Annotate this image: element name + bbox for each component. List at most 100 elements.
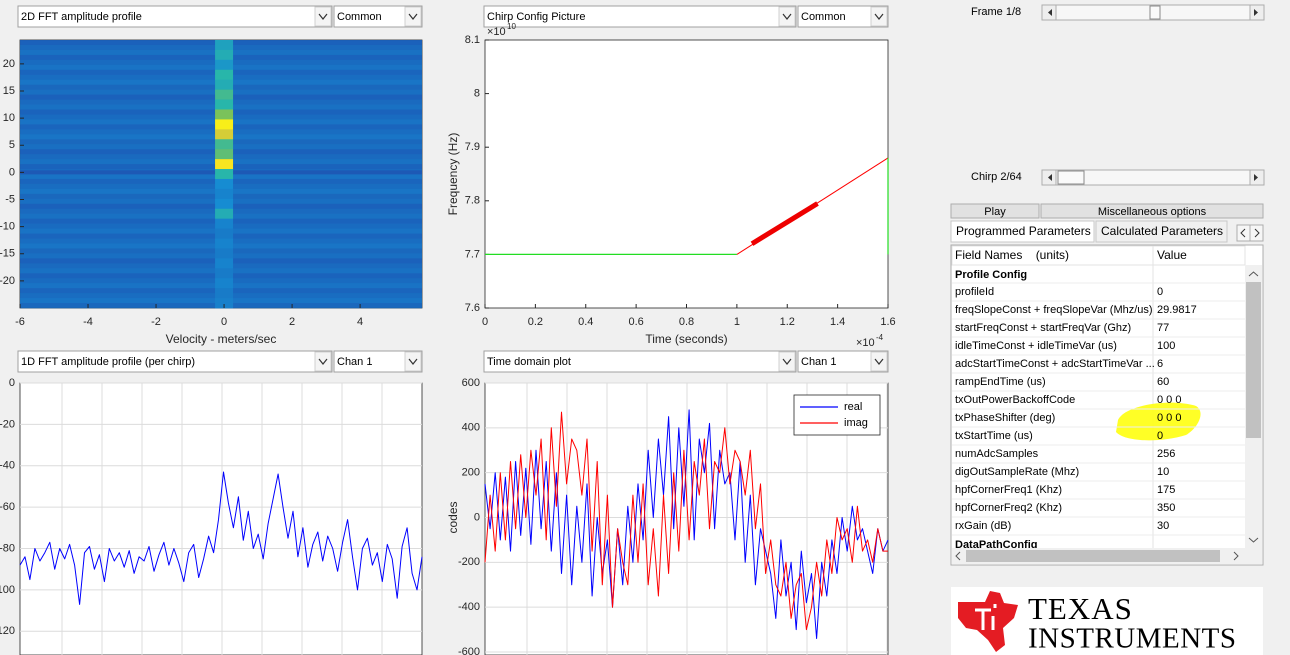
v-scroll-thumb	[1246, 282, 1261, 438]
dropdown-label: Chirp Config Picture	[487, 11, 585, 23]
dropdown-label: Chan 1	[337, 356, 372, 368]
dropdown[interactable]: Common	[333, 5, 423, 28]
tab-label: Programmed Parameters	[956, 224, 1091, 238]
y-tick-label: -60	[0, 501, 15, 513]
y-tick-label: 0	[9, 377, 15, 389]
y-axis-label: Frequency (Hz)	[446, 133, 460, 216]
x-tick-label: 0.6	[628, 316, 643, 328]
y-tick-label: -80	[0, 542, 15, 554]
dropdown-label: 2D FFT amplitude profile	[21, 11, 142, 23]
h-scroll-right	[1233, 551, 1239, 561]
y-tick-label: -400	[458, 601, 480, 613]
slider[interactable]	[1041, 169, 1265, 186]
table-cell: 60	[1157, 376, 1169, 388]
button-label: Play	[984, 206, 1006, 218]
dropdown[interactable]: Chirp Config Picture	[483, 5, 797, 28]
button[interactable]: Miscellaneous options	[1040, 203, 1264, 219]
table-cell: rampEndTime (us)	[955, 376, 1046, 388]
table-cell: adcStartTimeConst + adcStartTimeVar ...	[955, 358, 1155, 370]
heatmap-cell	[215, 159, 234, 170]
dropdown-arrow	[318, 358, 328, 365]
x-tick-label: 0.2	[528, 316, 543, 328]
v-scrollbar[interactable]	[1245, 265, 1262, 548]
y-tick-label: -200	[458, 556, 480, 568]
logo-emblem-ti	[975, 604, 997, 630]
x-tick-label: 1.2	[780, 316, 795, 328]
x-tick-label: 1	[734, 316, 740, 328]
table-cell: startFreqConst + startFreqVar (Ghz)	[955, 322, 1131, 334]
x-tick-label: 1.6	[880, 316, 895, 328]
y-tick-label: -100	[0, 584, 15, 596]
y-tick-label: -120	[0, 625, 15, 637]
dropdown[interactable]: Common	[797, 5, 889, 28]
heatmap-cell	[215, 69, 234, 81]
table-cell: 0 0 0	[1157, 394, 1181, 406]
dropdown-arrow	[782, 358, 792, 365]
table-section: Profile Config	[955, 269, 1027, 281]
slider[interactable]	[1041, 4, 1265, 21]
x-tick-label: 0.8	[679, 316, 694, 328]
dropdown[interactable]: 2D FFT amplitude profile	[17, 5, 333, 28]
tab[interactable]: Calculated Parameters	[1095, 220, 1228, 243]
heatmap-cell	[215, 129, 234, 140]
heatmap-cell	[215, 89, 234, 100]
axis-exponent-power: 10	[507, 22, 516, 31]
plot-area	[484, 39, 889, 309]
line-series	[750, 201, 819, 246]
dropdown-arrow-box	[314, 6, 332, 27]
button-box	[950, 203, 1040, 219]
dropdown[interactable]: 1D FFT amplitude profile (per chirp)	[17, 350, 333, 373]
table-cell: numAdcSamples	[955, 448, 1039, 460]
heatmap-cell	[215, 188, 234, 200]
slider-thumb	[1149, 5, 1161, 20]
v-scroll-up	[1248, 271, 1259, 277]
dropdown-box	[17, 350, 333, 373]
dropdown-label: Common	[801, 11, 846, 23]
dropdown-label: Time domain plot	[487, 356, 571, 368]
axis-exponent-base: ×10	[856, 337, 875, 349]
y-tick-label: 20	[3, 58, 15, 70]
table-cell: txPhaseShifter (deg)	[955, 412, 1055, 424]
tab-label: Calculated Parameters	[1101, 224, 1223, 238]
dropdown[interactable]: Time domain plot	[483, 350, 797, 373]
heatmap-cell	[215, 40, 234, 51]
dropdown[interactable]: Chan 1	[333, 350, 423, 373]
dropdown-arrow-box	[314, 351, 332, 372]
line-series	[19, 471, 423, 605]
plot-area	[19, 382, 423, 655]
dropdown-label: Common	[337, 11, 382, 23]
heatmap-cell	[215, 59, 234, 71]
h-scrollbar[interactable]	[955, 550, 1239, 562]
x-tick-label: -4	[83, 316, 93, 328]
x-tick-label: -2	[151, 316, 161, 328]
y-tick-label: -20	[0, 275, 15, 287]
table-cell: 0 0 0	[1157, 412, 1181, 424]
tab[interactable]: Programmed Parameters	[950, 220, 1095, 243]
tab-scroll[interactable]	[1249, 224, 1264, 242]
heatmap-cell	[215, 109, 234, 120]
slider-arrow-right	[1254, 174, 1258, 181]
table-header	[951, 245, 1246, 266]
y-tick-label: 200	[462, 467, 480, 479]
dropdown[interactable]: Chan 1	[797, 350, 889, 373]
y-tick-label: 5	[9, 139, 15, 151]
legend-label: imag	[844, 417, 868, 429]
h-scroll-thumb	[966, 550, 1220, 562]
x-tick-label: 1.4	[830, 316, 845, 328]
table-header-cell: Value	[1157, 248, 1187, 262]
y-tick-label: 8.1	[465, 34, 480, 46]
line-series	[484, 409, 889, 639]
table-cell: 29.9817	[1157, 304, 1197, 316]
tab-scroll[interactable]	[1236, 224, 1251, 242]
heatmap-cell	[215, 268, 234, 279]
button-label: Miscellaneous options	[1098, 206, 1207, 218]
heatmap-cell	[215, 248, 234, 259]
highlight-mark	[1116, 402, 1201, 441]
button[interactable]: Play	[950, 203, 1040, 219]
table-cell: 0	[1157, 286, 1163, 298]
y-tick-label: 8	[474, 88, 480, 100]
table-cell: 10	[1157, 466, 1169, 478]
heatmap-cell	[215, 228, 234, 239]
y-axis-label: codes	[446, 501, 460, 533]
